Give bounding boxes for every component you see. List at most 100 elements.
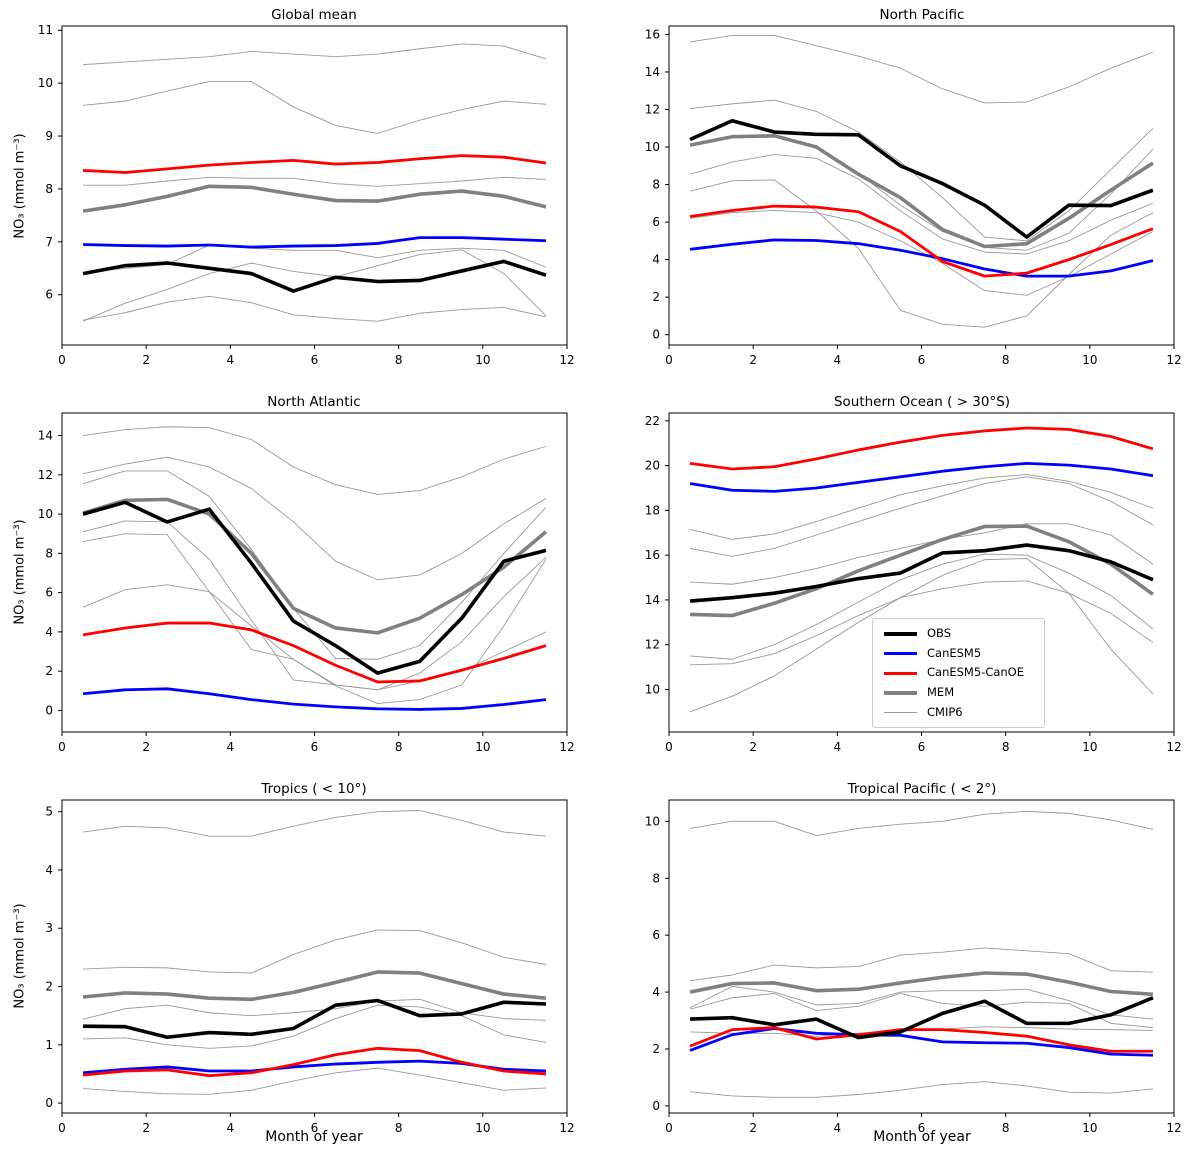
x-tick-label: 6: [918, 1121, 926, 1135]
y-tick-label: 10: [38, 507, 53, 521]
y-tick-label: 4: [45, 625, 53, 639]
series-cmip6-member-5: [690, 580, 1154, 666]
series-cmip6-member-5: [689, 179, 1154, 328]
series-canesm5-line: [689, 461, 1154, 493]
x-tick-label: 4: [227, 353, 235, 367]
y-tick-label: 14: [645, 593, 660, 607]
legend: OBS CanESM5 CanESM5-CanOE MEM CMIP6: [872, 618, 1045, 728]
series-cmip6-member-1: [83, 43, 547, 66]
legend-label-obs: OBS: [927, 626, 952, 640]
panel-title-tropical-pacific: Tropical Pacific ( < 2°): [847, 781, 997, 797]
x-tick-label: 12: [559, 1121, 574, 1135]
legend-item-obs: OBS: [884, 626, 1033, 640]
x-tick-label: 6: [311, 1121, 319, 1135]
x-tick-label: 0: [665, 1121, 673, 1135]
series-canesm5-canoe-line: [689, 204, 1154, 278]
x-tick-label: 4: [834, 740, 842, 754]
x-tick-label: 12: [559, 353, 574, 367]
series-obs-line: [83, 998, 547, 1040]
x-tick-label: 0: [58, 1121, 66, 1135]
legend-line-sample-canesm5-canoe: [884, 671, 917, 675]
series-cmip6-member-6: [689, 558, 1154, 713]
series-cmip6-member-2: [689, 947, 1153, 982]
y-tick-label: 6: [652, 928, 660, 942]
x-tick-label: 12: [1166, 353, 1181, 367]
y-tick-label: 14: [38, 429, 53, 443]
y-tick-label: 3: [45, 921, 53, 935]
y-tick-label: 7: [45, 235, 53, 249]
series-cmip6-member-6: [689, 1081, 1154, 1098]
axes-global-mean: 0 2 4 6 8 10 12 6 7 8 9 10 11: [38, 23, 575, 367]
legend-item-canesm5-canoe: CanESM5-CanOE: [884, 667, 1033, 679]
series-obs-line: [689, 996, 1154, 1040]
y-tick-label: 6: [652, 215, 660, 229]
x-tick-label: 10: [475, 740, 490, 754]
series-cmip6-member-1: [82, 426, 547, 495]
y-tick-label: 1: [45, 1038, 53, 1052]
x-tick-label: 2: [749, 740, 757, 754]
y-tick-label: 9: [45, 129, 53, 143]
series-cmip6-member-4: [689, 993, 1154, 1029]
y-tick-label: 10: [38, 76, 53, 90]
legend-line-sample-obs: [884, 631, 917, 636]
y-tick-label: 8: [45, 546, 53, 560]
series-canesm5-canoe-line: [82, 621, 547, 684]
series-cmip6-member-3: [83, 176, 546, 187]
y-tick-label: 10: [645, 682, 660, 696]
y-tick-label: 20: [645, 459, 660, 473]
series-obs-line: [689, 543, 1154, 603]
x-tick-label: 12: [559, 740, 574, 754]
y-tick-label: 8: [45, 182, 53, 196]
axes-frame: [668, 412, 1175, 733]
series-mem-line: [82, 970, 547, 1002]
x-axis-label-left: Month of year: [265, 1129, 363, 1145]
series-canesm5-line: [689, 238, 1154, 278]
y-tick-label: 2: [652, 1042, 660, 1056]
x-tick-label: 8: [395, 1121, 403, 1135]
series-cmip6-member-1: [689, 34, 1154, 104]
y-tick-label: 16: [645, 27, 660, 41]
series-mem-line: [689, 524, 1155, 618]
series-canesm5-line: [82, 687, 547, 711]
x-tick-label: 8: [395, 353, 403, 367]
series-cmip6-member-1: [689, 474, 1154, 540]
x-tick-label: 6: [918, 353, 926, 367]
axes-frame: [668, 25, 1175, 346]
series-cmip6-member-2: [82, 456, 547, 581]
y-tick-label: 12: [38, 468, 53, 482]
series-mem-line: [82, 184, 547, 213]
axes-frame: [61, 412, 568, 733]
legend-label-canesm5: CanESM5: [927, 645, 982, 660]
series-cmip6-member-2: [689, 476, 1154, 557]
series-cmip6-member-1: [82, 810, 547, 837]
axes-southern-ocean-30-s: 0 2 4 6 8 10 12 10 12 14 16 18 20 22: [645, 412, 1182, 754]
y-tick-label: 5: [45, 805, 53, 819]
x-tick-label: 10: [475, 353, 490, 367]
x-tick-label: 0: [58, 353, 66, 367]
panel-title-north-atlantic: North Atlantic: [267, 394, 361, 410]
y-tick-label: 2: [652, 290, 660, 304]
x-tick-label: 6: [311, 740, 319, 754]
series-canesm5-canoe-line: [689, 1026, 1153, 1053]
axes-tropical-pacific-2: 0 2 4 6 8 10 12 0 2 4 6 8 10: [645, 799, 1182, 1135]
y-tick-label: 12: [645, 638, 660, 652]
x-tick-label: 2: [142, 740, 150, 754]
legend-line-sample-canesm5: [884, 651, 917, 655]
x-tick-label: 12: [1166, 740, 1181, 754]
x-tick-label: 12: [1166, 1121, 1181, 1135]
series-cmip6-member-3: [690, 523, 1154, 585]
x-tick-label: 6: [918, 740, 926, 754]
legend-line-sample-mem: [884, 690, 917, 695]
x-tick-label: 8: [1002, 740, 1010, 754]
axes-frame: [61, 25, 568, 346]
series-canesm5-canoe-line: [82, 154, 547, 174]
series-cmip6-member-4: [82, 520, 547, 691]
series-cmip6-member-1: [689, 810, 1154, 837]
series-cmip6-member-4: [83, 1004, 547, 1049]
x-tick-label: 2: [749, 353, 757, 367]
axes-north-atlantic: 0 2 4 6 8 10 12 0 2 4 6 8 10 12 14: [38, 412, 575, 754]
y-tick-label: 14: [645, 65, 660, 79]
y-tick-label: 2: [45, 980, 53, 994]
